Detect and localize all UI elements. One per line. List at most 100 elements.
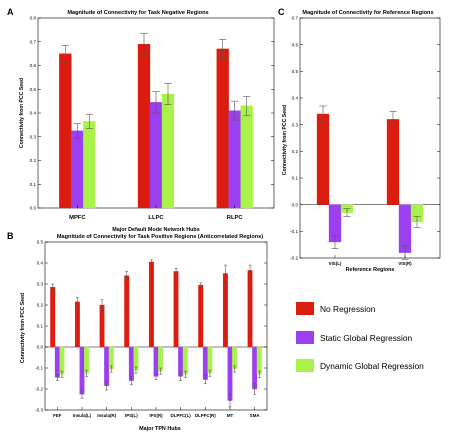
panel-b-bar [133, 346, 139, 371]
panel-a-x-label: Major Default Mode Network Hubs [112, 227, 199, 233]
panel-b-bar [182, 346, 188, 375]
panel-a-bar [83, 121, 96, 209]
panel-a-y-tick-label: 0.3 [30, 134, 37, 139]
panel-a: A Magnitude of Connectivity for Task Neg… [7, 7, 275, 233]
panel-c-y-tick-label: 0.7 [292, 16, 299, 21]
panel-b-category-label: IPS(R) [149, 413, 163, 418]
panel-b-bar [198, 284, 204, 348]
panel-a-y-tick-label: 0.1 [30, 182, 37, 187]
panel-c-y-tick-label: -0.1 [290, 229, 298, 234]
panel-a-bar [59, 53, 72, 209]
panel-b-bar [104, 346, 110, 386]
panel-a-bar [228, 110, 241, 209]
panel-b-x-label: Major TPN Hubs [139, 426, 181, 432]
panel-b-category-label: Insula(L) [73, 413, 92, 418]
panel-a-letter: A [7, 7, 14, 17]
panel-a-y-tick-label: 0.4 [30, 111, 37, 116]
panel-c-bar [398, 204, 412, 253]
panel-a-y-tick-label: 0.5 [30, 87, 37, 92]
panel-b-bar [247, 270, 253, 348]
legend: No Regression Static Global Regression D… [296, 302, 424, 372]
panel-b-y-tick-label: 0.0 [37, 345, 44, 350]
panel-b-bar [79, 346, 85, 395]
panel-a-bar [240, 105, 253, 209]
panel-b-bar [84, 346, 90, 374]
panel-a-y-tick-label: 0.7 [30, 39, 37, 44]
panel-c-y-tick-label: 0.4 [292, 96, 299, 101]
panel-b-bar [252, 346, 258, 390]
panel-b-category-label: SMA [250, 413, 261, 418]
panel-c: C Magnitude of Connectivity for Referenc… [278, 7, 441, 273]
panel-b-bar [222, 273, 228, 348]
panel-a-y-tick-label: 0.2 [30, 158, 37, 163]
legend-label-no-regression: No Regression [320, 304, 376, 314]
panel-c-category-label: VIS(R) [398, 261, 412, 266]
panel-b-y-tick-label: -0.3 [35, 408, 43, 413]
panel-c-y-tick-label: 0.2 [292, 149, 299, 154]
panel-a-y-label: Connectivity from PCC Seed [19, 78, 25, 148]
panel-a-bar [216, 48, 229, 209]
legend-swatch-static-global-regression [296, 331, 314, 344]
panel-c-x-label: Reference Regions [346, 267, 395, 273]
panel-c-y-tick-label: -0.2 [290, 256, 298, 261]
panel-b-bar [207, 346, 213, 374]
panel-b-y-label: Connectivity from PCC Seed [20, 293, 26, 363]
panel-a-bar [149, 102, 163, 209]
panel-b-bar [124, 275, 130, 348]
panel-c-category-label: VIS(L) [329, 261, 342, 266]
panel-c-y-tick-label: 0.0 [292, 202, 299, 207]
panel-c-bar [386, 119, 400, 205]
panel-b-y-tick-label: 0.1 [37, 324, 44, 329]
legend-swatch-no-regression [296, 302, 314, 315]
panel-a-bar [71, 130, 84, 209]
panel-b-bar [256, 346, 262, 375]
panel-a-bar [137, 43, 151, 209]
panel-c-y-tick-label: 0.3 [292, 122, 299, 127]
panel-b-y-tick-label: 0.5 [37, 240, 44, 245]
panel-b-y-tick-label: 0.3 [37, 282, 44, 287]
panel-b: B Magnitude of Connectivity for Task Pos… [7, 231, 268, 432]
panel-b-y-tick-label: 0.2 [37, 303, 44, 308]
panel-b-bar [99, 304, 105, 348]
panel-b-bar [148, 261, 154, 348]
legend-label-dynamic-global-regression: Dynamic Global Regression [320, 361, 424, 371]
panel-b-category-label: MT [227, 413, 234, 418]
panel-b-bar [54, 346, 60, 378]
panel-b-category-label: DLPFC(R) [195, 413, 216, 418]
legend-label-static-global-regression: Static Global Regression [320, 333, 413, 343]
panel-c-letter: C [278, 7, 285, 17]
panel-b-letter: B [7, 231, 14, 241]
panel-b-category-label: FEF [53, 413, 62, 418]
panel-b-y-tick-label: -0.2 [35, 387, 43, 392]
panel-b-bar [59, 346, 65, 375]
panel-b-category-label: DLPFC(L) [171, 413, 192, 418]
panel-b-bar [128, 346, 134, 381]
panel-a-bar [161, 93, 175, 209]
panel-a-category-label: MPFC [69, 215, 86, 221]
panel-b-bar [158, 346, 164, 372]
panel-b-bar [153, 346, 159, 377]
panel-b-bar [227, 346, 233, 401]
panel-a-y-tick-label: 0.0 [30, 206, 37, 211]
panel-b-y-tick-label: -0.1 [35, 366, 43, 371]
panel-c-y-tick-label: 0.1 [292, 176, 299, 181]
panel-c-y-tick-label: 0.6 [292, 42, 299, 47]
panel-c-y-label: Connectivity from PCC Seed [282, 105, 288, 175]
panel-c-bar [316, 113, 330, 205]
panel-a-category-label: LLPC [148, 215, 164, 221]
panel-b-bar [202, 346, 208, 380]
panel-a-title: Magnitude of Connectivity for Task Negat… [67, 10, 208, 16]
panel-c-y-tick-label: 0.5 [292, 69, 299, 74]
panel-c-title: Magnitude of Connectivity for Reference … [302, 10, 433, 16]
panel-a-category-label: RLPC [227, 215, 244, 221]
panel-b-y-tick-label: 0.4 [37, 261, 44, 266]
panel-a-y-tick-label: 0.8 [30, 16, 37, 21]
panel-a-y-tick-label: 0.6 [30, 63, 37, 68]
panel-b-bar [74, 301, 80, 348]
legend-swatch-dynamic-global-regression [296, 359, 314, 372]
panel-b-bar [173, 271, 179, 348]
panel-b-category-label: IPS(L) [125, 413, 138, 418]
panel-b-category-label: Insula(R) [97, 413, 116, 418]
panel-b-bar [50, 286, 56, 348]
